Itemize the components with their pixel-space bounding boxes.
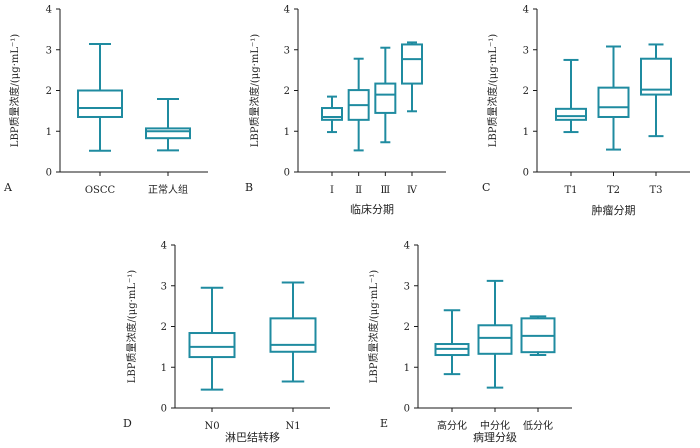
box-iqr — [401, 43, 423, 85]
box-b-4 — [401, 41, 423, 113]
y-tick-label: 3 — [46, 45, 52, 56]
box-iqr — [555, 107, 587, 121]
y-tick-label: 3 — [161, 281, 167, 292]
x-tick-label: 正常人组 — [148, 183, 188, 196]
panel-letter: E — [380, 417, 388, 430]
box-e-1 — [434, 309, 470, 376]
panel-letter: C — [482, 181, 490, 194]
y-tick-label: 2 — [46, 86, 52, 97]
box-iqr — [145, 127, 191, 140]
box-e-3 — [520, 315, 556, 357]
box-iqr — [597, 86, 630, 118]
y-axis-label: LBP质量浓度/(μg·mL⁻¹) — [486, 34, 499, 147]
chart-panel-b: 0 1 2 3 4 LBP质量浓度/(μg·mL⁻¹) Ⅰ Ⅱ Ⅲ Ⅳ 临床分期 B — [245, 5, 446, 216]
y-tick-label: 0 — [523, 168, 529, 179]
x-axis-label: 肿瘤分期 — [592, 203, 636, 217]
chart-panel-c: 0 1 2 3 4 LBP质量浓度/(μg·mL⁻¹) T1 T2 T3 肿瘤分期 C — [482, 5, 690, 217]
x-tick-label: T1 — [564, 185, 577, 196]
y-tick-label: 1 — [404, 363, 410, 374]
x-tick-label: Ⅱ — [355, 185, 362, 196]
box-c-3 — [640, 43, 672, 138]
x-tick-label: N1 — [285, 421, 300, 432]
box-d-2 — [269, 281, 317, 383]
box-iqr — [640, 57, 672, 96]
y-axis-label: LBP质量浓度/(μg·mL⁻¹) — [8, 34, 21, 147]
y-tick-label: 4 — [404, 241, 410, 252]
box-iqr — [321, 107, 343, 121]
box-b-3 — [374, 46, 397, 144]
x-tick-label: OSCC — [85, 185, 116, 196]
box-b-2 — [347, 57, 370, 152]
x-tick-label: Ⅳ — [407, 185, 418, 196]
y-tick-label: 0 — [284, 168, 290, 179]
y-tick-label: 2 — [284, 86, 290, 97]
y-tick-label: 4 — [46, 5, 52, 16]
x-tick-label: T3 — [649, 185, 662, 196]
y-tick-label: 0 — [46, 168, 52, 179]
y-tick-label: 2 — [404, 322, 410, 333]
x-tick-label: T2 — [607, 185, 620, 196]
y-tick-label: 3 — [404, 281, 410, 292]
box-c-2 — [597, 45, 630, 151]
y-tick-label: 1 — [523, 127, 529, 138]
x-tick-label: 高分化 — [437, 419, 467, 432]
x-tick-label: 低分化 — [523, 419, 553, 432]
x-axis-label: 临床分期 — [350, 202, 394, 216]
y-tick-label: 4 — [284, 5, 290, 16]
box-c-1 — [555, 58, 587, 134]
y-tick-label: 1 — [161, 363, 167, 374]
y-tick-label: 0 — [404, 404, 410, 415]
box-b-1 — [321, 95, 343, 134]
box-a-2 — [145, 98, 191, 152]
y-tick-label: 0 — [161, 404, 167, 415]
y-tick-label: 3 — [523, 45, 529, 56]
x-tick-label: N0 — [204, 421, 219, 432]
box-iqr — [77, 89, 123, 118]
box-iqr — [477, 324, 513, 355]
panel-letter: A — [3, 181, 13, 194]
x-axis-label: 病理分级 — [473, 430, 517, 444]
box-a-1 — [77, 43, 123, 152]
y-tick-label: 1 — [284, 127, 290, 138]
panel-letter: B — [245, 181, 253, 194]
box-iqr — [188, 332, 236, 359]
y-axis-label: LBP质量浓度/(μg·mL⁻¹) — [125, 270, 138, 383]
x-tick-label: Ⅲ — [381, 185, 391, 196]
box-e-2 — [477, 279, 513, 389]
y-axis-label: LBP质量浓度/(μg·mL⁻¹) — [248, 34, 261, 147]
chart-panel-a: 0 1 2 3 4 LBP质量浓度/(μg·mL⁻¹) OSCC 正常人组 A — [3, 5, 208, 196]
y-tick-label: 4 — [523, 5, 529, 16]
chart-panel-d: 0 1 2 3 4 LBP质量浓度/(μg·mL⁻¹) N0 N1 淋巴结转移 D — [123, 241, 330, 444]
panel-letter: D — [123, 417, 132, 430]
x-tick-label: 中分化 — [480, 419, 510, 432]
box-d-1 — [188, 286, 236, 391]
x-axis-label: 淋巴结转移 — [225, 430, 280, 444]
y-axis-label: LBP质量浓度/(μg·mL⁻¹) — [367, 270, 380, 383]
y-tick-label: 2 — [523, 86, 529, 97]
box-iqr — [269, 317, 317, 353]
y-tick-label: 1 — [46, 127, 52, 138]
box-iqr — [374, 82, 397, 114]
y-tick-label: 2 — [161, 322, 167, 333]
y-tick-label: 3 — [284, 45, 290, 56]
y-tick-label: 4 — [161, 241, 167, 252]
x-tick-label: Ⅰ — [330, 185, 334, 196]
